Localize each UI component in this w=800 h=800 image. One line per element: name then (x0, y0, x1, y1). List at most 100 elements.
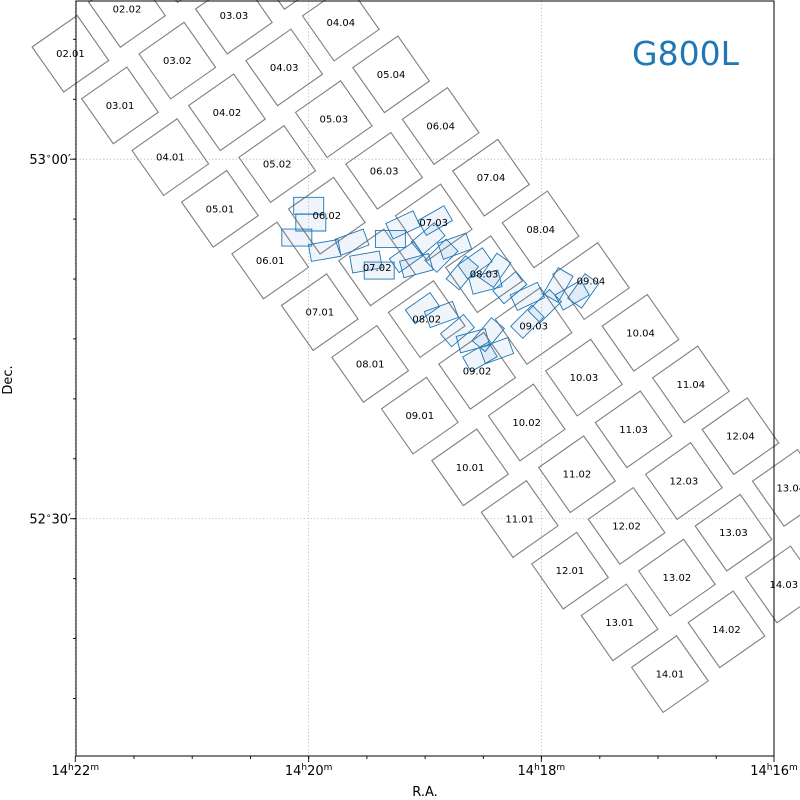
tile-label: 05.01 (206, 204, 235, 215)
exposure-footprint (363, 261, 395, 280)
y-axis-label: Dec. (1, 365, 16, 394)
tile-labels: 02.0102.0202.0302.0403.0103.0203.0303.04… (56, 4, 800, 681)
tile-label: 08.02 (412, 315, 441, 326)
tile-outline (301, 0, 380, 62)
tile-label: 10.02 (512, 418, 541, 429)
tile-label: 04.04 (326, 18, 355, 29)
exposure-footprint (509, 281, 546, 311)
tile-outline (480, 479, 559, 559)
y-tick-label: 52∘30′ (29, 512, 71, 528)
exposure-footprint (437, 232, 473, 260)
tile-outline (380, 376, 459, 455)
tile-outline (587, 486, 666, 565)
exposure-footprint (510, 304, 545, 339)
tile-outline (594, 390, 673, 469)
exposure-footprint (281, 228, 313, 247)
tile-label: 02.02 (113, 4, 142, 15)
tile-label: 12.01 (556, 566, 585, 577)
tile-label: 11.04 (677, 380, 706, 391)
tile-label: 07.01 (306, 308, 335, 319)
x-axis-label: R.A. (412, 785, 438, 800)
exposure-footprint (410, 222, 446, 256)
tile-label: 09.03 (519, 321, 548, 332)
tile-outline (694, 493, 773, 572)
exposure-footprint (554, 279, 590, 311)
tile-label: 14.01 (656, 670, 685, 681)
tile-outline (744, 545, 800, 624)
tile-outline (431, 428, 510, 507)
tile-label: 06.01 (256, 256, 285, 267)
tile-label: 13.03 (719, 528, 748, 539)
tile-label: 14.02 (712, 625, 741, 636)
tile-outline (651, 345, 730, 424)
tile-label: 12.02 (612, 521, 641, 532)
tile-outline (701, 397, 780, 476)
tile-outline (331, 324, 410, 403)
tile-outline (131, 118, 210, 197)
exposure-footprint (492, 270, 528, 305)
exposure-footprint (385, 210, 421, 240)
tile-outline (245, 28, 324, 107)
tile-outline (287, 176, 366, 255)
tile-outline (487, 383, 566, 462)
exposure-footprint (388, 240, 425, 274)
tile-outline (451, 138, 531, 217)
tile-label: 12.04 (726, 432, 755, 443)
y-tick-label: 53∘00′ (29, 152, 71, 168)
tile-grid (31, 0, 800, 714)
chart-title: G800L (632, 34, 740, 73)
tile-outline (352, 35, 431, 114)
tile-outline (501, 190, 580, 269)
tile-outline (280, 273, 359, 352)
tile-label: 13.01 (605, 618, 634, 629)
exposure-footprint (471, 317, 506, 353)
tile-label: 11.03 (619, 425, 648, 436)
x-tick-label: 14h20m (285, 763, 333, 779)
tile-label: 06.03 (370, 166, 399, 177)
tile-label: 10.04 (626, 328, 655, 339)
tile-label: 03.01 (106, 101, 135, 112)
tile-outline (687, 590, 766, 669)
tile-outline (544, 338, 624, 417)
tile-label: 09.04 (577, 277, 606, 288)
exposure-footprint (461, 341, 498, 373)
exposure-footprint (307, 238, 342, 262)
exposure-footprint (334, 228, 370, 256)
tile-label: 07.04 (477, 173, 506, 184)
tile-label: 13.02 (663, 573, 692, 584)
tile-label: 09.01 (405, 411, 434, 422)
tile-label: 09.02 (463, 366, 492, 377)
tile-label: 10.03 (570, 373, 599, 384)
tile-outline (345, 131, 424, 210)
exposure-footprint (479, 337, 515, 365)
x-tick-label: 14h18m (518, 763, 566, 779)
exposure-footprint (457, 247, 493, 280)
plot-frame (75, 0, 775, 757)
exposure-footprint (479, 252, 512, 289)
tile-label: 04.03 (270, 63, 299, 74)
exposure-footprints (281, 196, 600, 373)
tile-label: 03.03 (220, 11, 249, 22)
axis-ticks: 14h22m 14h20m 14h18m 14h16m 53∘00′ 52∘30′ (29, 38, 798, 779)
tile-label: 13.04 (776, 483, 800, 494)
tile-label: 04.01 (156, 153, 185, 164)
tile-outline (294, 80, 373, 159)
tile-outline (31, 14, 110, 93)
tile-label: 08.03 (470, 270, 499, 281)
tile-outline (80, 66, 160, 145)
tile-label: 08.04 (526, 225, 555, 236)
tile-outline (87, 0, 167, 48)
exposure-footprint (527, 288, 563, 324)
exposure-footprint (423, 300, 459, 329)
tile-outline (444, 235, 524, 314)
exposure-footprint (567, 273, 600, 309)
tile-outline (187, 73, 266, 152)
tile-label: 07.02 (363, 263, 392, 274)
tile-outline (438, 331, 517, 410)
tile-outline (494, 286, 573, 365)
tile-label: 11.01 (505, 515, 534, 526)
tile-outline (644, 441, 723, 521)
tile-label: 02.01 (56, 49, 85, 60)
tile-label: 06.04 (426, 122, 455, 133)
